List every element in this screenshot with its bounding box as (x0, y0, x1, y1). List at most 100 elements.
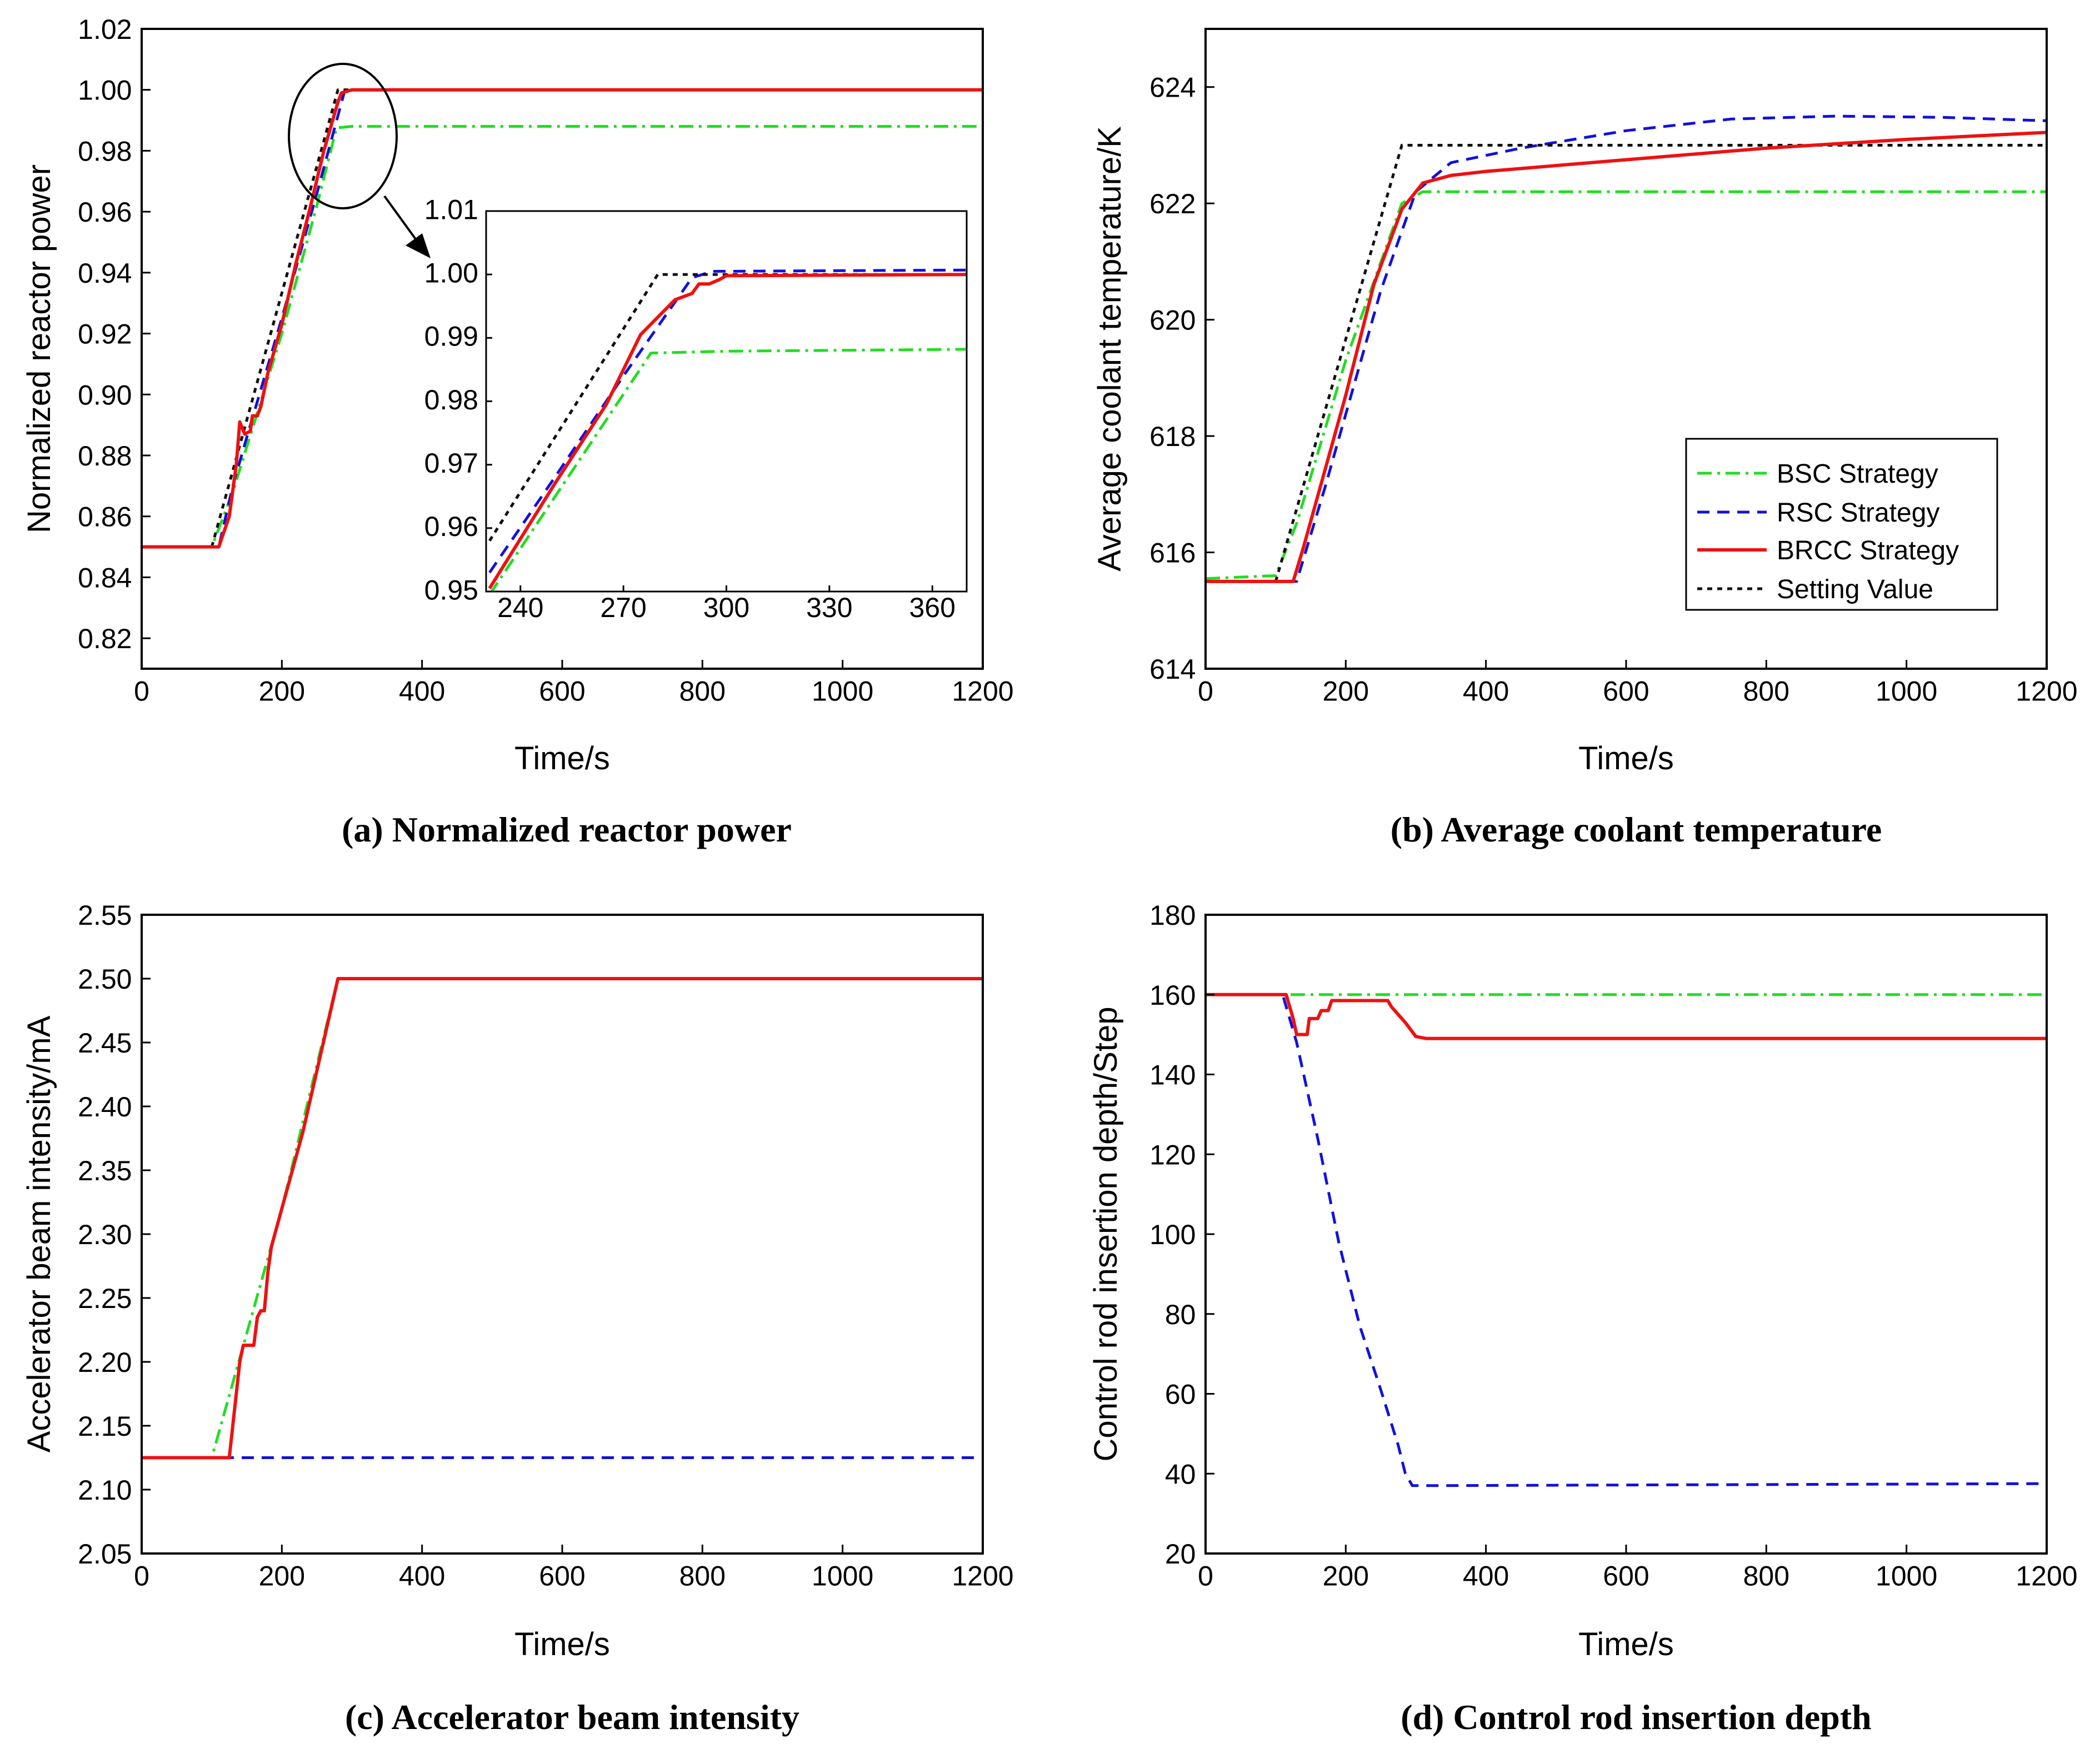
x-tick-label: 0 (134, 1561, 149, 1592)
y-tick-label: 2.40 (78, 1091, 132, 1122)
x-axis-label: Time/s (1578, 1626, 1674, 1662)
x-tick-label: 1000 (812, 1561, 873, 1592)
y-tick-label: 0.86 (78, 502, 132, 533)
x-tick-label: 400 (1463, 1561, 1509, 1592)
inset-background (486, 211, 967, 592)
x-tick-label: 800 (1743, 676, 1789, 707)
y-axis-label: Average coolant temperature/K (1092, 126, 1128, 572)
x-tick-label: 0 (1198, 676, 1213, 707)
legend-label-bsc: BSC Strategy (1777, 459, 1938, 489)
y-tick-label: 2.20 (78, 1347, 132, 1378)
y-tick-label: 2.55 (78, 900, 132, 931)
y-tick-label: 1.02 (78, 14, 132, 45)
series-line-brcc (1206, 993, 2047, 1040)
y-tick-label: 0.96 (424, 511, 478, 542)
y-tick-label: 0.98 (424, 384, 478, 415)
x-tick-label: 240 (497, 592, 543, 623)
x-tick-label: 200 (259, 1561, 305, 1592)
y-tick-label: 2.35 (78, 1155, 132, 1186)
x-axis-label: Time/s (514, 1626, 610, 1662)
x-tick-label: 800 (679, 676, 726, 707)
x-tick-label: 800 (1743, 1561, 1789, 1592)
x-tick-label: 200 (259, 676, 305, 707)
x-tick-label: 400 (1463, 676, 1509, 707)
y-tick-label: 0.90 (78, 379, 132, 410)
x-tick-label: 300 (703, 592, 749, 623)
x-axis-label: Time/s (1578, 740, 1674, 776)
x-tick-label: 200 (1323, 1561, 1369, 1592)
y-tick-label: 1.01 (424, 194, 478, 225)
y-tick-label: 120 (1149, 1139, 1196, 1170)
legend-label-rsc: RSC Strategy (1777, 498, 1939, 528)
y-axis-label: Accelerator beam intensity/mA (21, 1015, 57, 1452)
x-tick-label: 200 (1323, 676, 1369, 707)
y-tick-label: 614 (1149, 654, 1196, 685)
y-axis-label: Control rod insertion depth/Step (1088, 1007, 1124, 1462)
x-tick-label: 600 (539, 676, 585, 707)
series-line-bsc (142, 125, 983, 549)
x-tick-label: 0 (1198, 1561, 1213, 1592)
y-tick-label: 0.98 (78, 136, 132, 167)
y-tick-label: 620 (1149, 305, 1196, 336)
y-tick-label: 0.84 (78, 562, 132, 593)
y-tick-label: 0.99 (424, 321, 478, 352)
y-tick-label: 2.25 (78, 1283, 132, 1314)
x-tick-label: 1000 (812, 676, 873, 707)
y-tick-label: 1.00 (78, 75, 132, 106)
zoom-circle (288, 63, 398, 209)
zoom-inset: 240 270 300 330 360 0.95 0.96 0.97 0.98 0.99 1.00 1… (424, 194, 968, 623)
y-tick-label: 624 (1149, 72, 1196, 103)
series-line-brcc (488, 273, 967, 589)
y-tick-label: 60 (1165, 1379, 1196, 1410)
x-tick-label: 1200 (2016, 676, 2077, 707)
y-tick-label: 0.97 (424, 448, 478, 479)
x-tick-label: 600 (1603, 676, 1649, 707)
legend-label-brcc: BRCC Strategy (1777, 536, 1959, 565)
y-tick-label: 80 (1165, 1299, 1196, 1330)
y-tick-label: 180 (1149, 900, 1196, 931)
y-tick-label: 618 (1149, 421, 1196, 452)
y-tick-label: 0.96 (78, 197, 132, 228)
x-tick-label: 1200 (2016, 1561, 2077, 1592)
x-tick-label: 600 (539, 1561, 585, 1592)
panel-beam-intensity: 0 200 400 600 800 1000 1200 2.05 2.10 2.15 2.20 2.2… (21, 900, 1014, 1737)
y-tick-label: 0.94 (78, 258, 132, 289)
panel-caption: (a) Normalized reactor power (342, 810, 792, 849)
y-tick-label: 0.92 (78, 319, 132, 350)
legend: BSC Strategy RSC Strategy BRCC Strategy … (1685, 438, 1998, 611)
y-tick-label: 1.00 (424, 258, 478, 289)
x-tick-label: 400 (399, 676, 445, 707)
y-tick-label: 2.45 (78, 1028, 132, 1059)
y-tick-label: 100 (1149, 1219, 1196, 1250)
x-tick-label: 1200 (952, 676, 1013, 707)
y-tick-label: 20 (1165, 1539, 1196, 1570)
x-tick-label: 400 (399, 1561, 445, 1592)
y-tick-label: 622 (1149, 188, 1196, 219)
y-tick-label: 2.05 (78, 1539, 132, 1570)
x-tick-label: 360 (909, 592, 955, 623)
series-line-brcc (1206, 131, 2047, 583)
panel-caption: (c) Accelerator beam intensity (345, 1697, 799, 1737)
panel-caption: (d) Control rod insertion depth (1401, 1697, 1872, 1737)
series-line-rsc (1206, 993, 2047, 1487)
series-line-rsc (488, 268, 967, 574)
y-tick-label: 140 (1149, 1060, 1196, 1091)
series-line-rsc (1206, 114, 2047, 583)
series-line-brcc (142, 88, 983, 549)
panel-control-rod-depth: 0 200 400 600 800 1000 1200 20 40 60 80 100 120 140 16… (1088, 900, 2078, 1737)
x-tick-label: 1200 (952, 1561, 1013, 1592)
y-tick-label: 2.30 (78, 1219, 132, 1250)
series-line-bsc (489, 348, 967, 592)
x-tick-label: 330 (806, 592, 852, 623)
x-tick-label: 600 (1603, 1561, 1649, 1592)
panel-caption: (b) Average coolant temperature (1391, 810, 1882, 849)
y-tick-label: 2.15 (78, 1411, 132, 1442)
y-axis-label: Normalized reactor power (21, 164, 57, 533)
y-tick-label: 2.50 (78, 964, 132, 995)
panel-coolant-temperature: 0 200 400 600 800 1000 1200614616618620622624 … (1092, 28, 2078, 849)
y-tick-label: 0.88 (78, 440, 132, 472)
y-tick-label: 0.82 (78, 623, 132, 654)
y-tick-label: 40 (1165, 1459, 1196, 1490)
series-line-brcc (142, 977, 983, 1460)
